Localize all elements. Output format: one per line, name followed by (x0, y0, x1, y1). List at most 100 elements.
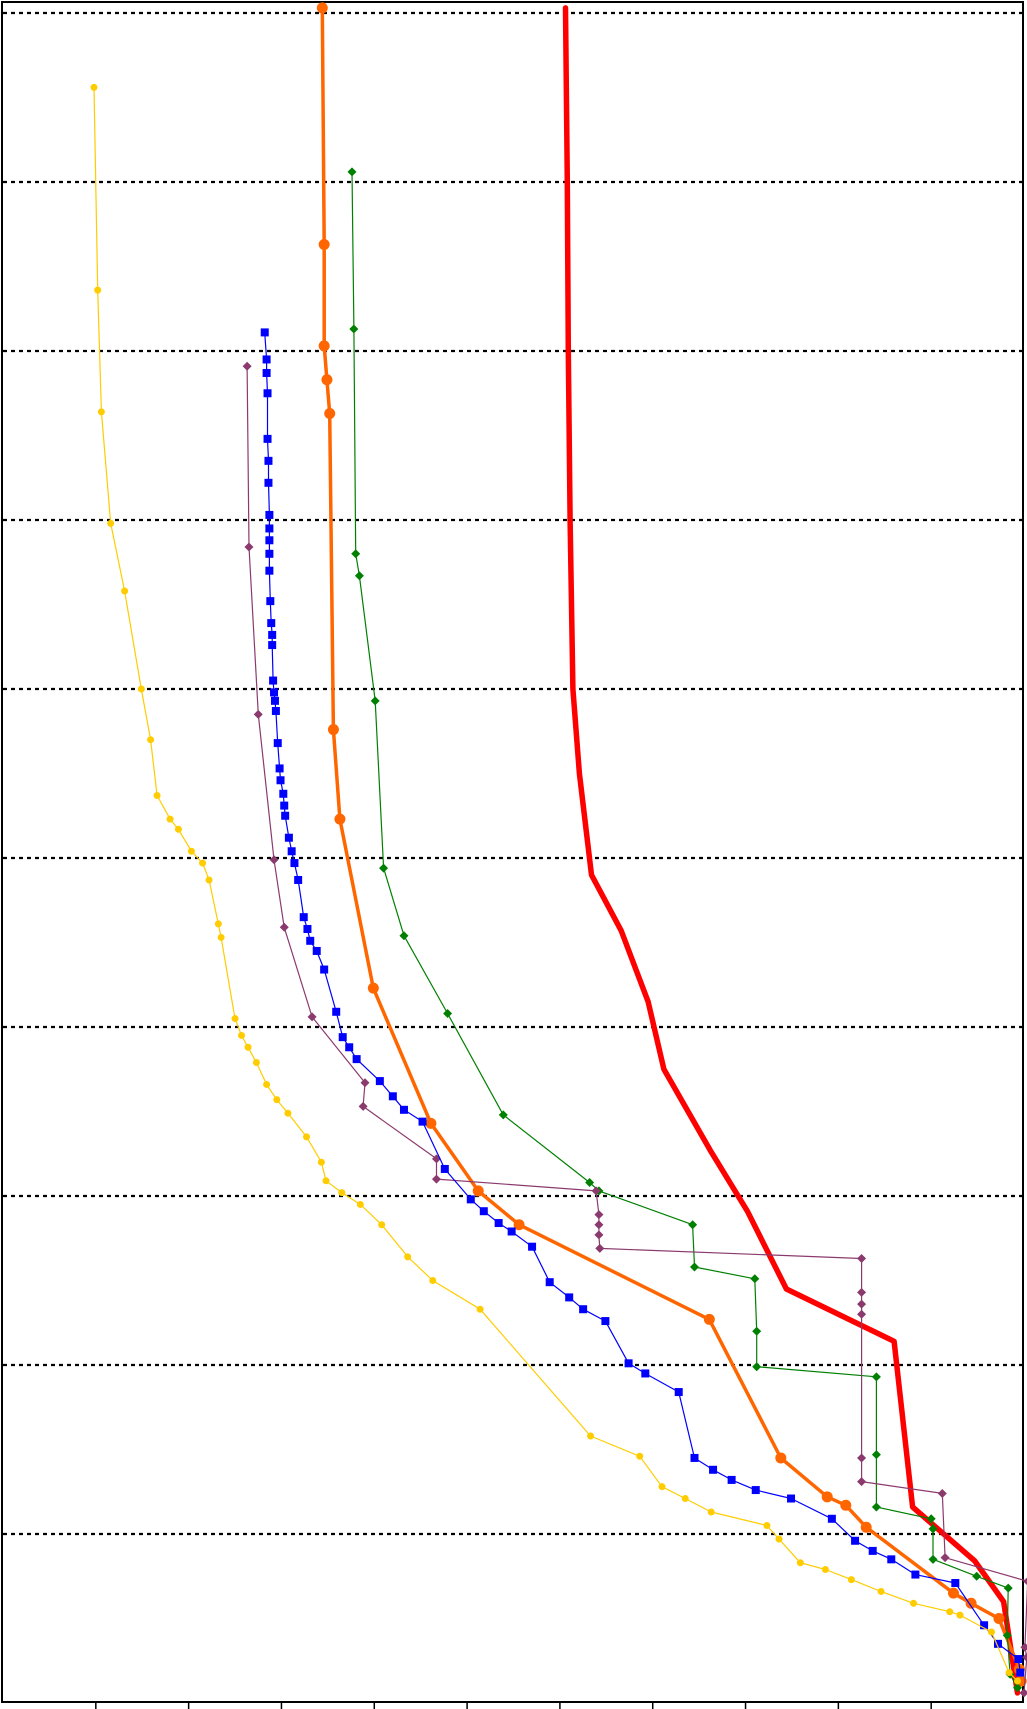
series-4 (242, 361, 1027, 1698)
series-3-point-27 (1013, 1683, 1023, 1693)
series-5-point-41 (388, 1092, 397, 1101)
series-3-point-8 (443, 1008, 453, 1018)
series-3-point-3 (351, 549, 361, 559)
series-6-point-7 (147, 736, 155, 744)
series-6-point-2 (94, 286, 102, 294)
series-5-point-37 (338, 1033, 347, 1042)
series-6-point-11 (187, 847, 195, 855)
series-6-point-41 (847, 1576, 855, 1584)
series-5-point-36 (332, 1007, 341, 1016)
series-4-point-7 (360, 1078, 370, 1088)
series-4-point-25 (1020, 1642, 1027, 1652)
series-6-point-20 (263, 1080, 271, 1088)
series-5-point-2 (262, 355, 271, 364)
series-6-point-22 (284, 1109, 292, 1117)
series-5-point-69 (994, 1639, 1003, 1648)
series-3-point-12 (688, 1220, 698, 1230)
series-4-point-15 (595, 1243, 605, 1253)
series-5-point-46 (479, 1207, 488, 1216)
series-2-point-13 (775, 1452, 787, 1464)
series-2-point-8 (367, 982, 379, 994)
series-5-point-3 (262, 368, 271, 377)
series-4-point-13 (594, 1220, 604, 1230)
series-6-point-26 (338, 1189, 346, 1197)
series-5-point-17 (269, 676, 278, 685)
series-6-point-4 (107, 519, 115, 527)
series-5-point-23 (276, 776, 285, 785)
series-5-point-59 (727, 1475, 736, 1484)
series-2-point-14 (821, 1491, 833, 1503)
series-6-point-16 (231, 1015, 239, 1023)
series-3-point-17 (871, 1372, 881, 1382)
series-5-point-56 (674, 1388, 683, 1397)
series-5-point-15 (268, 630, 277, 639)
series-2 (316, 2, 1027, 1687)
series-3-point-13 (689, 1262, 699, 1272)
series-5-point-14 (267, 619, 276, 628)
series-4-point-12 (594, 1210, 604, 1220)
series-5-point-40 (375, 1077, 384, 1086)
series-6-point-30 (429, 1277, 437, 1284)
series-6-point-25 (322, 1177, 330, 1185)
series-6-point-43 (910, 1599, 918, 1607)
series-6-point-6 (137, 685, 145, 693)
series-layer (90, 2, 1027, 1698)
series-4-point-22 (937, 1488, 947, 1498)
series-5-point-68 (980, 1621, 989, 1630)
series-5-point-48 (507, 1227, 516, 1236)
series-4-point-3 (253, 709, 263, 719)
series-6-point-1 (90, 83, 98, 91)
series-5-point-58 (709, 1465, 718, 1474)
series-5-point-42 (399, 1105, 408, 1114)
series-3-point-4 (354, 571, 364, 581)
series-2-point-3 (318, 340, 330, 352)
series-6-point-3 (97, 408, 105, 416)
series-6-point-9 (166, 815, 174, 823)
series-5-point-54 (624, 1359, 633, 1368)
series-5-point-51 (565, 1293, 574, 1302)
series-5-point-43 (418, 1117, 427, 1126)
series-2-point-7 (334, 813, 346, 825)
series-5-point-38 (345, 1043, 354, 1052)
series-6-point-10 (174, 825, 182, 833)
series-6-point-8 (153, 791, 161, 799)
series-6-point-46 (988, 1628, 996, 1636)
series-4-point-6 (307, 1012, 317, 1022)
series-3-point-23 (972, 1571, 982, 1581)
series-5-point-24 (279, 789, 288, 798)
series-6-point-27 (356, 1200, 364, 1208)
series-3-point-24 (1003, 1583, 1013, 1593)
series-4-point-17 (857, 1287, 867, 1297)
series-5-point-70 (1014, 1655, 1023, 1664)
series-3 (347, 167, 1023, 1693)
series-5-point-55 (641, 1369, 650, 1378)
series-5-point-33 (306, 936, 315, 945)
series-5-point-22 (275, 764, 284, 773)
x-ticks (95, 1701, 932, 1709)
series-2-point-17 (947, 1587, 959, 1599)
series-4-point-5 (279, 922, 289, 932)
series-4-point-24 (1023, 1577, 1027, 1586)
series-5-point-21 (273, 739, 282, 748)
series-6-point-47 (1005, 1669, 1013, 1677)
series-3-point-2 (349, 324, 359, 334)
series-5-point-30 (294, 875, 303, 884)
series-2-point-15 (840, 1499, 852, 1511)
series-5-point-20 (271, 706, 280, 715)
series-3-point-16 (752, 1362, 762, 1372)
series-3-point-7 (399, 931, 409, 941)
series-3-point-9 (498, 1110, 508, 1120)
series-4-point-11 (591, 1186, 601, 1196)
series-4-point-1 (242, 361, 252, 371)
series-6-point-5 (121, 587, 129, 595)
series-5-point-4 (263, 389, 272, 398)
series-3-point-25 (1002, 1630, 1012, 1640)
series-6-point-42 (877, 1587, 885, 1595)
series-5-point-61 (787, 1494, 796, 1503)
series-5-point-31 (299, 913, 308, 922)
series-3-point-21 (928, 1524, 938, 1534)
series-5-point-13 (266, 597, 275, 606)
series-2-point-5 (324, 408, 336, 420)
series-5-point-27 (284, 833, 293, 842)
